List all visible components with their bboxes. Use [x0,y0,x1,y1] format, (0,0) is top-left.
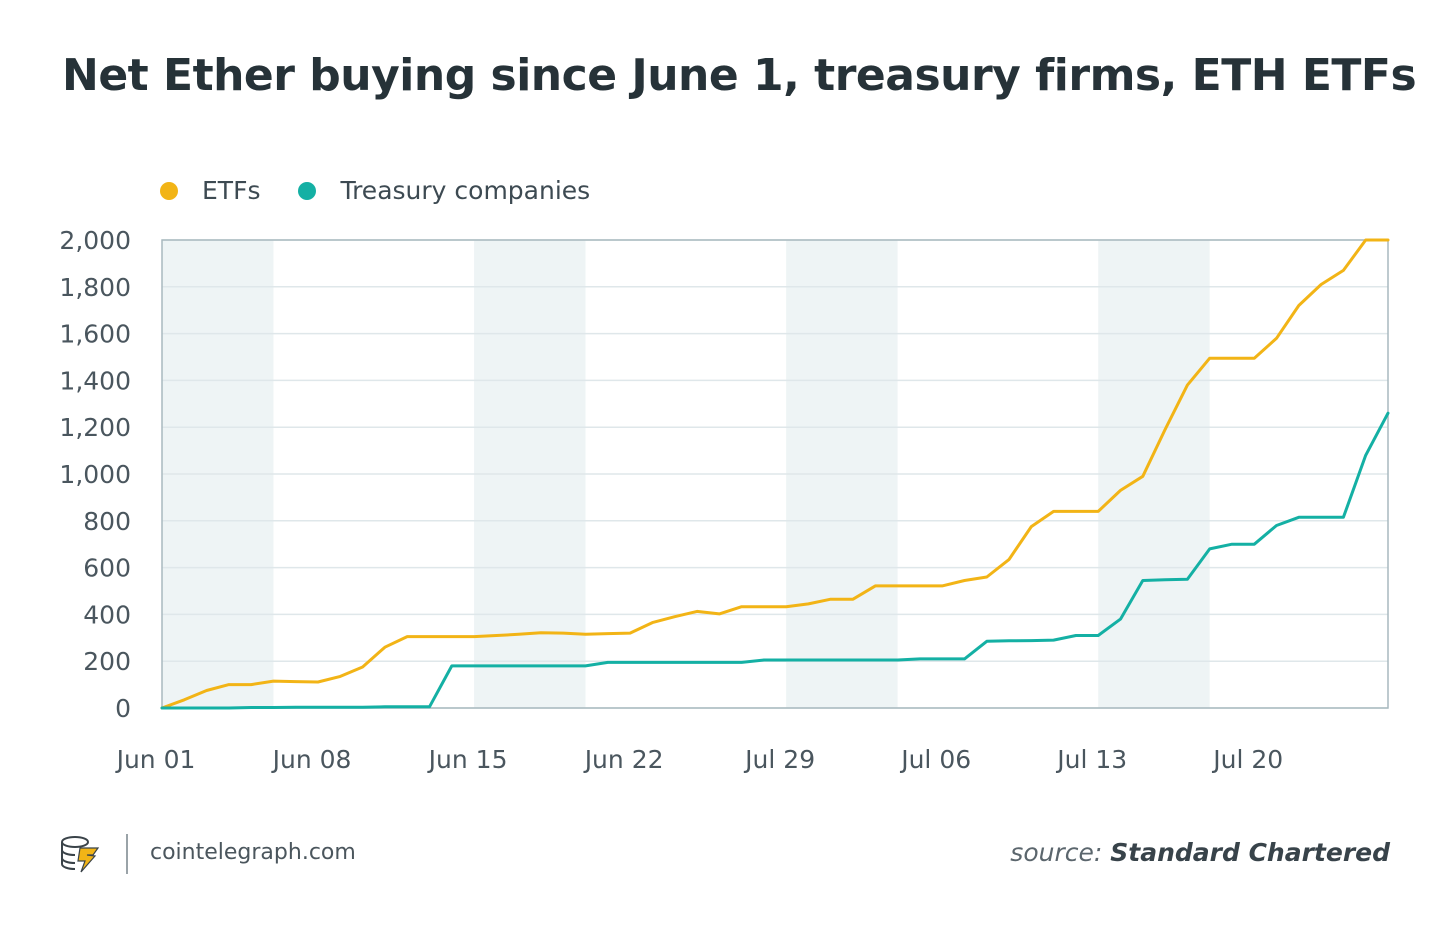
legend-dot-treasury [298,181,317,200]
y-tick-label: 2,000 [59,226,131,255]
x-tick-label: Jul 13 [1055,745,1127,774]
x-tick-label: Jul 20 [1211,745,1283,774]
chart-title: Net Ether buying since June 1, treasury … [62,50,1417,101]
series-line-treasury-companies [160,411,1390,710]
legend-item-etfs: ETFs [160,176,260,205]
x-tick-label: Jun 01 [115,745,196,774]
x-tick-label: Jun 22 [583,745,664,774]
y-tick-label: 1,800 [59,273,131,302]
y-tick-label: 0 [115,694,131,723]
x-tick-label: Jun 08 [271,745,352,774]
legend-item-treasury: Treasury companies [298,176,590,205]
y-tick-label: 800 [83,507,131,536]
series-line-etfs [160,238,1390,710]
legend-dot-etfs [160,181,178,200]
source-name: Standard Chartered [1110,838,1390,867]
x-tick-label: Jul 06 [899,745,971,774]
plot-frame [161,239,1389,709]
x-tick-label: Jul 29 [743,745,815,774]
chart-legend: ETFs Treasury companies [160,176,628,205]
y-tick-label: 1,400 [59,366,131,395]
y-tick-label: 600 [83,554,131,583]
x-tick-label: Jun 15 [427,745,508,774]
y-tick-label: 1,600 [59,320,131,349]
legend-label-etfs: ETFs [202,176,261,205]
y-tick-label: 1,200 [59,413,131,442]
cointelegraph-logo-icon [61,836,100,873]
y-tick-label: 1,000 [59,460,131,489]
y-tick-label: 400 [83,600,131,629]
legend-label-treasury: Treasury companies [340,176,591,205]
footer-divider [126,834,128,874]
source-credit: source: Standard Chartered [1010,838,1390,867]
source-label: source: [1010,838,1103,867]
y-tick-label: 200 [83,647,131,676]
footer-site-link[interactable]: cointelegraph.com [150,840,356,865]
